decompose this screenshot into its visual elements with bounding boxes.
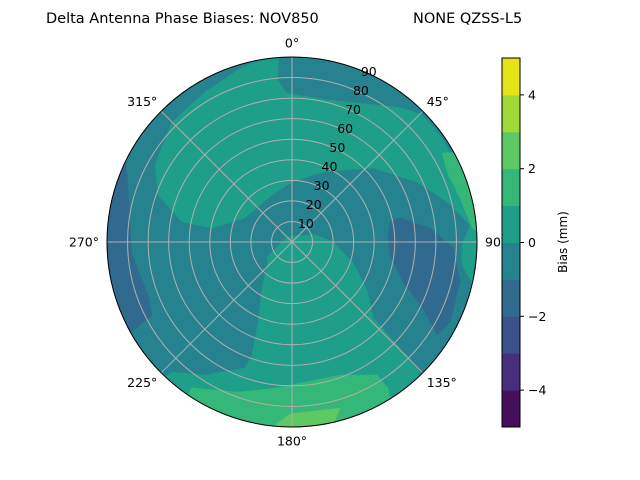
colorbar-band-3 <box>502 94 520 133</box>
colorbar-band--1 <box>502 242 520 280</box>
colorbar-band--4 <box>502 353 520 391</box>
colorbar-band-2 <box>502 131 520 170</box>
colorbar-band-0 <box>502 205 520 243</box>
colorbar-tick-label--2: −2 <box>528 309 546 324</box>
contour-regions <box>107 57 477 427</box>
radial-tick-label-90: 90 <box>361 64 377 79</box>
colorbar-band--2 <box>502 279 520 317</box>
radial-tick-label-70: 70 <box>345 102 361 117</box>
colorbar-tick-label-2: 2 <box>528 161 536 176</box>
radial-tick-label-60: 60 <box>337 121 353 136</box>
theta-tick-label-0: 0° <box>285 36 299 51</box>
contour-region--2-to--1 <box>387 217 461 336</box>
colorbar-band-1 <box>502 168 520 207</box>
radial-tick-label-80: 80 <box>353 83 369 98</box>
radial-tick-label-40: 40 <box>322 159 338 174</box>
grid-spoke-225 <box>160 241 293 374</box>
contour-region-2-to-3 <box>274 407 341 427</box>
radial-tick-label-20: 20 <box>306 197 322 212</box>
colorbar-band-4 <box>502 58 520 96</box>
chart-title-right: NONE QZSS-L5 <box>413 11 522 27</box>
theta-tick-label-270: 270° <box>69 235 99 250</box>
theta-tick-labels: 0°45°90°135°180°225°270°315° <box>69 36 507 449</box>
colorbar-tick-label-4: 4 <box>528 87 536 102</box>
theta-tick-label-45: 45° <box>427 94 449 109</box>
colorbar-band--3 <box>502 316 520 354</box>
colorbar-tick-label--4: −4 <box>528 383 546 398</box>
theta-tick-label-315: 315° <box>127 94 157 109</box>
grid-spoke-315 <box>160 110 293 243</box>
contour-region-0-to-1 <box>154 57 477 284</box>
chart-title-left: Delta Antenna Phase Biases: NOV850 <box>46 11 319 27</box>
colorbar-label: Bias (mm) <box>556 211 570 273</box>
theta-tick-label-225: 225° <box>127 375 157 390</box>
polar-axes: 0°45°90°135°180°225°270°315° 10203040506… <box>69 36 507 449</box>
colorbar-band--5 <box>502 390 520 428</box>
colorbar-tick-label-0: 0 <box>528 235 536 250</box>
radial-tick-label-30: 30 <box>314 178 330 193</box>
theta-tick-label-135: 135° <box>427 375 457 390</box>
grid-spoke-45 <box>291 110 424 243</box>
grid-spoke-135 <box>291 241 424 374</box>
polar-axes-outline <box>106 56 478 428</box>
radial-tick-label-50: 50 <box>329 140 345 155</box>
theta-tick-label-180: 180° <box>277 434 307 449</box>
colorbar: −4 −2 0 2 4 Bias (mm) <box>501 57 570 428</box>
contour-region-1-to-2 <box>184 374 393 427</box>
radial-tick-labels: 10 20 30 40 50 60 70 80 90 <box>298 64 377 231</box>
polar-grid <box>107 57 477 427</box>
radial-tick-label-10: 10 <box>298 216 314 231</box>
